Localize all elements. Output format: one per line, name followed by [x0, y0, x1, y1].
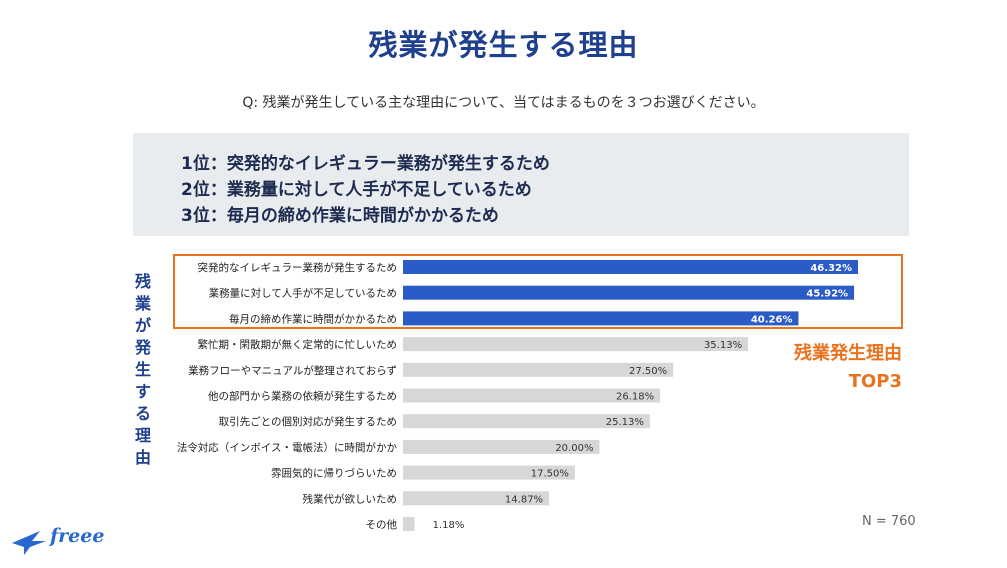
vertical-label-char: 理	[134, 426, 151, 445]
freee-logo: freee	[10, 525, 105, 559]
value-label: 46.32%	[810, 263, 852, 274]
vertical-label-char: が	[134, 316, 151, 335]
value-label: 26.18%	[616, 392, 654, 403]
bar	[403, 285, 855, 300]
top3-annotation-line2: TOP3	[848, 371, 902, 392]
category-label: 雰囲気的に帰りづらいため	[271, 467, 397, 480]
category-label: 業務フローやマニュアルが整理されておらず	[188, 364, 397, 377]
category-label: 他の部門から業務の依頼が発生するため	[208, 390, 397, 403]
vertical-label-char: す	[134, 382, 151, 401]
bar	[403, 311, 799, 326]
vertical-label-char: 発	[134, 338, 151, 357]
sample-size-label: N = 760	[862, 514, 916, 529]
value-label: 25.13%	[606, 417, 644, 428]
question-text: Q: 残業が発生している主な理由について、当てはまるものを３つお選びください。	[242, 95, 765, 111]
value-label: 35.13%	[704, 340, 742, 351]
bar	[403, 491, 550, 506]
bar	[403, 517, 415, 531]
top3-annotation: 残業発生理由 TOP3	[740, 340, 902, 396]
vertical-label-char: 業	[134, 294, 151, 313]
vertical-axis-label: 残 業 が 発 生 す る 理 由	[132, 271, 154, 469]
value-label: 45.92%	[806, 289, 848, 300]
top-ranking-summary: 1位：突発的なイレギュラー業務が発生するため 2位：業務量に対して人手が不足して…	[133, 133, 909, 236]
rank-2-text: 2位：業務量に対して人手が不足しているため	[181, 180, 532, 200]
category-label: 毎月の締め作業に時間がかかるため	[229, 312, 397, 325]
top3-annotation-line1: 残業発生理由	[794, 343, 902, 364]
logo-text: freee	[50, 525, 105, 547]
bar	[403, 414, 650, 429]
value-label: 27.50%	[629, 366, 667, 377]
category-label: 取引先ごとの個別対応が発生するため	[219, 415, 397, 428]
category-label: 繁忙期・閑散期が無く定常的に忙しいため	[198, 338, 398, 351]
rank-3-text: 3位：毎月の締め作業に時間がかかるため	[181, 206, 499, 226]
vertical-label-char: 残	[134, 272, 151, 291]
bar	[403, 260, 858, 274]
value-label: 17.50%	[531, 469, 569, 480]
rank-1-text: 1位：突発的なイレギュラー業務が発生するため	[181, 154, 550, 174]
vertical-label-char: 生	[134, 360, 151, 379]
value-label: 20.00%	[555, 443, 593, 454]
bird-icon	[12, 531, 46, 555]
bar	[403, 337, 749, 352]
bar	[403, 388, 661, 403]
bar	[403, 465, 575, 480]
category-label: その他	[366, 518, 398, 531]
category-label: 業務量に対して人手が不足しているため	[209, 287, 397, 300]
value-label: 14.87%	[505, 494, 543, 505]
value-label: 40.26%	[751, 314, 793, 325]
page-title: 残業が発生する理由	[368, 28, 639, 62]
category-label: 突発的なイレギュラー業務が発生するため	[198, 261, 398, 274]
vertical-label-char: 由	[134, 448, 151, 467]
bar	[403, 362, 674, 377]
vertical-label-char: る	[134, 404, 151, 423]
value-label: 1.18%	[433, 520, 465, 531]
category-label: 法令対応（インボイス・電帳法）に時間がかか	[177, 441, 398, 454]
top3-highlight-box	[173, 254, 903, 329]
category-label: 残業代が欲しいため	[303, 492, 398, 505]
bar	[403, 439, 600, 454]
